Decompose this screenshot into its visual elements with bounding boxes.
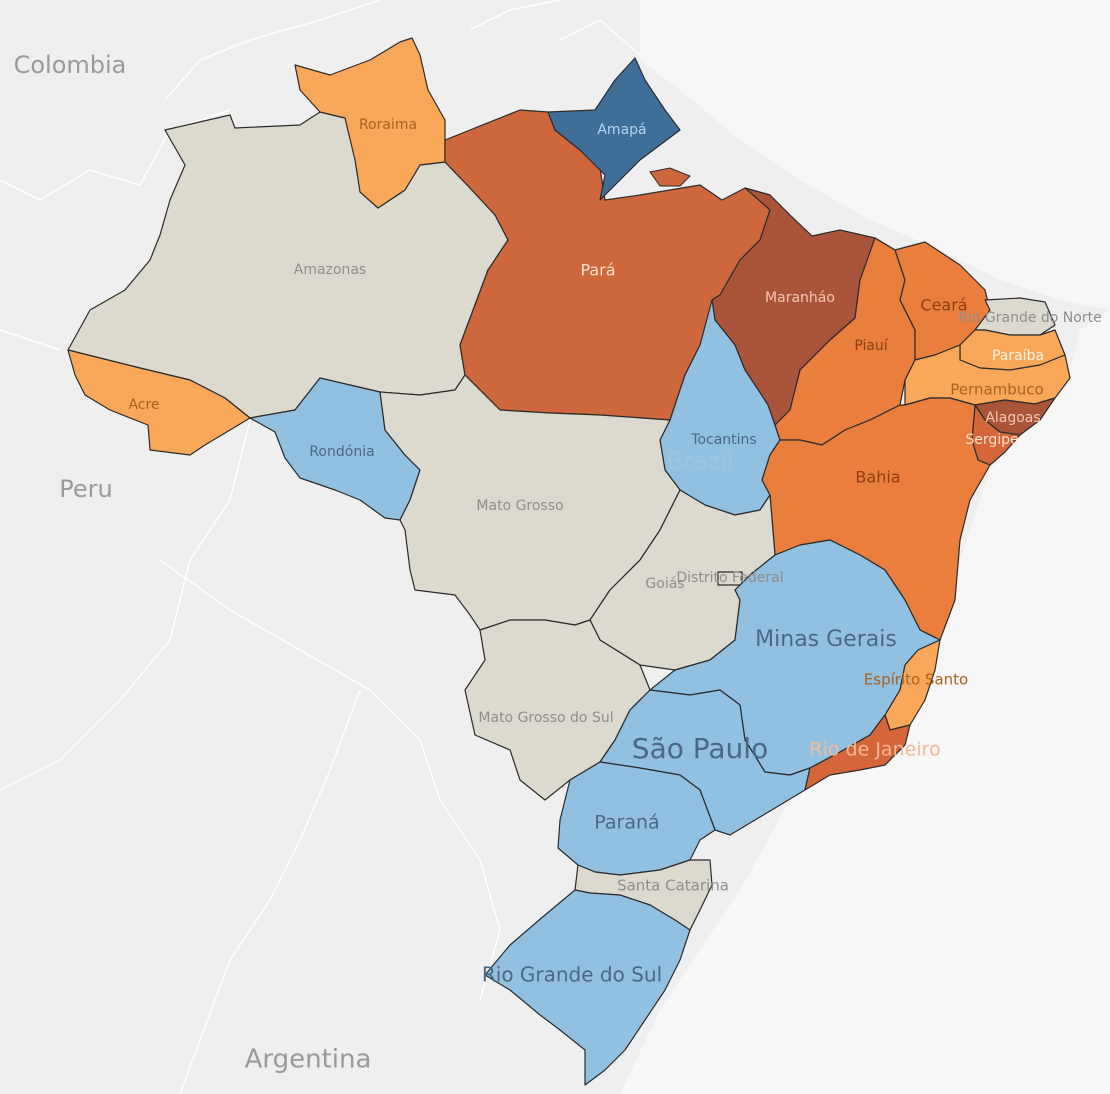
state-distrito-federal[interactable] xyxy=(717,571,743,586)
state-label-paraiba: Paraíba xyxy=(992,348,1044,364)
state-acre[interactable] xyxy=(67,349,251,456)
country-label-argentina: Argentina xyxy=(245,1045,372,1075)
state-labels: Roraima Amapá Amazonas Pará Maranháo Cea… xyxy=(128,117,1101,987)
state-label-bahia: Bahia xyxy=(855,468,900,487)
state-label-parana: Paraná xyxy=(594,812,659,834)
island-marajo xyxy=(649,167,691,187)
state-label-goias: Goiás xyxy=(645,576,684,592)
state-label-roraima: Roraima xyxy=(359,117,417,133)
state-label-rio-grande-do-norte: Rio Grande do Norte xyxy=(958,310,1101,326)
state-amapa[interactable] xyxy=(547,57,681,201)
state-label-alagoas: Alagoas xyxy=(985,410,1040,426)
state-label-mato-grosso: Mato Grosso xyxy=(476,498,563,514)
ocean xyxy=(620,0,1110,1094)
state-label-amazonas: Amazonas xyxy=(294,262,366,278)
state-label-sao-paulo: São Paulo xyxy=(632,732,768,765)
state-label-rio-de-janeiro: Rio de Janeiro xyxy=(809,739,940,761)
state-label-ceara: Ceará xyxy=(920,296,967,315)
state-label-santa-catarina: Santa Catarina xyxy=(617,877,729,895)
state-label-distrito-federal: Distrito Federal xyxy=(676,570,783,586)
state-label-mato-grosso-do-sul: Mato Grosso do Sul xyxy=(478,710,613,726)
state-rio-de-janeiro[interactable] xyxy=(804,714,911,791)
state-rio-grande-do-sul[interactable] xyxy=(484,889,691,1086)
state-label-maranhao: Maranháo xyxy=(765,290,835,306)
state-label-pernambuco: Pernambuco xyxy=(950,381,1043,399)
state-label-para: Pará xyxy=(580,261,615,280)
state-label-rio-grande-do-sul: Rio Grande do Sul xyxy=(482,963,662,987)
state-label-acre: Acre xyxy=(128,397,159,413)
state-label-rondonia: Rondónia xyxy=(309,444,374,460)
states-layer xyxy=(67,37,1071,1086)
state-label-sergipe: Sergipe xyxy=(965,432,1018,448)
state-label-tocantins: Tocantins xyxy=(690,432,756,448)
country-label-peru: Peru xyxy=(59,475,112,503)
state-roraima[interactable] xyxy=(294,37,446,209)
basemap-borders xyxy=(0,0,641,1094)
state-label-piaui: Piauí xyxy=(854,338,888,354)
state-label-minas-gerais: Minas Gerais xyxy=(755,627,897,652)
state-label-amapa: Amapá xyxy=(597,122,646,138)
state-label-espirito-santo: Espírito Santo xyxy=(864,671,968,689)
country-label-colombia: Colombia xyxy=(14,51,127,79)
country-label-brazil: Brazil xyxy=(667,447,734,475)
